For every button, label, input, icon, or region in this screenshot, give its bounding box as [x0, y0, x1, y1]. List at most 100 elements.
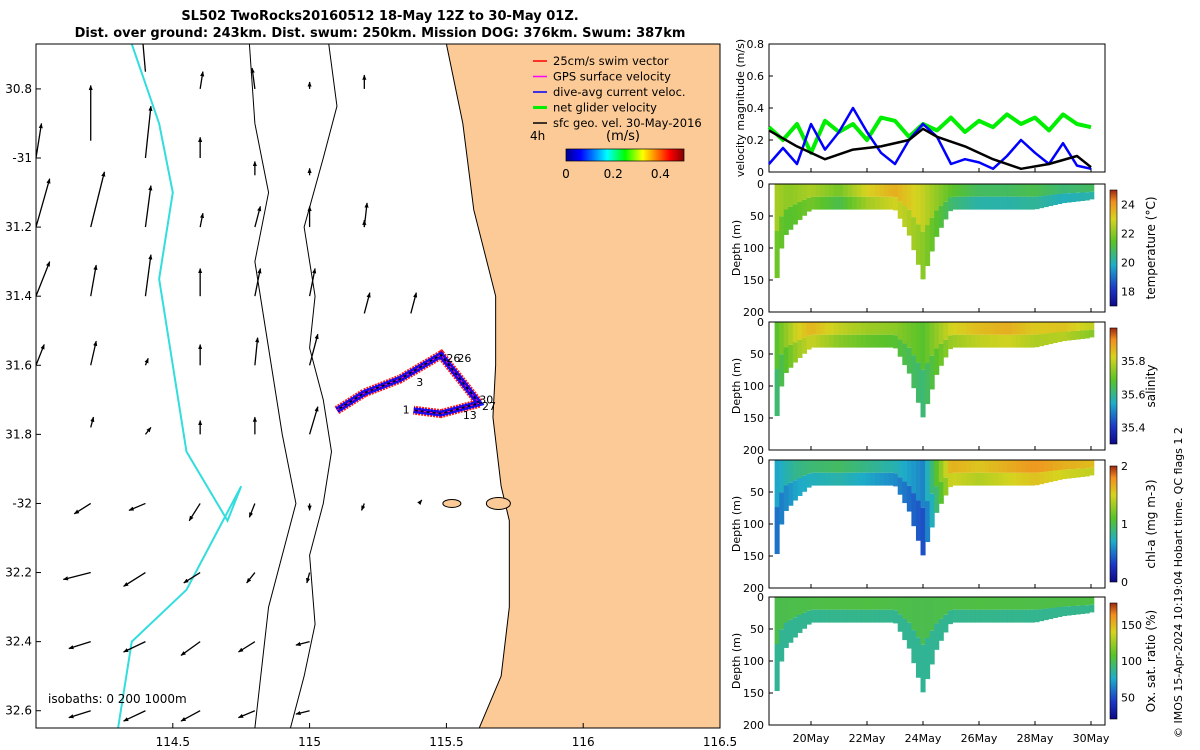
waypoint-label-4: 30 [479, 393, 493, 406]
chla-cell-bottom-40 [957, 472, 963, 486]
legend-label-1: GPS surface velocity [553, 70, 671, 84]
temperature-cell-bottom-60 [1048, 195, 1054, 207]
temperature-cell-top-59 [1043, 184, 1049, 196]
geo-vector-23 [254, 268, 262, 297]
temperature-cell-bottom-13 [833, 196, 839, 210]
chla-cell-top-45 [979, 460, 985, 473]
chla-clabel: chl-a (mg m-3) [1144, 479, 1158, 568]
temperature-cell-top-19 [861, 184, 867, 197]
oxygen-cell-bottom-20 [865, 609, 871, 623]
temperature-cell-bottom-9 [815, 196, 821, 210]
chla-cell-bottom-26 [893, 473, 899, 487]
temperature-cell-bottom-48 [993, 196, 999, 210]
temperature-cell-top-38 [947, 184, 953, 198]
temperature-cell-bottom-7 [806, 197, 812, 212]
salinity-cell-top-12 [829, 322, 835, 335]
temperature-cell-bottom-32 [920, 231, 926, 280]
geo-vector-1 [199, 71, 205, 90]
chla-cell-top-25 [888, 460, 894, 473]
oxygen-cell-bottom-43 [970, 609, 976, 623]
oxygen-cell-bottom-42 [966, 609, 972, 623]
map-xtick-label-1: 115 [298, 735, 321, 749]
map-ytick-label-8: 32.4 [5, 635, 32, 649]
temperature-cell-bottom-24 [884, 196, 890, 210]
geo-vector-2 [250, 67, 256, 89]
salinity-cell-bottom-42 [966, 334, 972, 348]
time-tick-label-5: 30May [1073, 732, 1110, 745]
oxygen-cell-top-35 [934, 597, 940, 624]
temperature-cell-bottom-45 [979, 196, 985, 210]
temperature-cell-top-67 [1080, 184, 1086, 193]
temperature-cell-top-69 [1089, 184, 1095, 192]
salinity-cell-top-59 [1043, 322, 1049, 334]
salinity-cell-bottom-63 [1061, 331, 1067, 342]
salinity-cell-top-38 [947, 322, 953, 336]
oxygen-cell-bottom-34 [929, 630, 935, 665]
oxygen-cell-bottom-3 [788, 619, 794, 643]
salinity-cell-top-43 [970, 322, 976, 335]
temperature-ctick-2: 22 [1121, 228, 1135, 241]
oxygen-cell-top-10 [820, 597, 826, 610]
oxygen-ytick-label-2: 100 [743, 655, 764, 668]
oxygen-cell-bottom-53 [1016, 609, 1022, 623]
temperature-ytick-label-1: 50 [750, 210, 764, 223]
temperature-cell-top-68 [1084, 184, 1090, 193]
salinity-cell-top-9 [815, 322, 821, 335]
chla-cell-top-23 [879, 460, 885, 473]
geo-vector-19 [36, 261, 51, 297]
temperature-cell-top-55 [1025, 184, 1031, 197]
oxygen-cell-bottom-0 [774, 644, 780, 692]
chla-cell-top-36 [938, 460, 944, 482]
temperature-cell-bottom-15 [843, 196, 849, 210]
chla-cell-bottom-66 [1075, 468, 1081, 478]
geo-vector-55 [180, 641, 201, 656]
salinity-cell-top-61 [1052, 322, 1058, 333]
salinity-cell-bottom-65 [1071, 331, 1077, 341]
salinity-cell-bottom-49 [998, 334, 1004, 348]
temperature-cell-bottom-1 [779, 216, 785, 249]
salinity-cell-bottom-58 [1039, 334, 1045, 347]
oxygen-cell-top-36 [938, 597, 944, 619]
temperature-ctick-3: 24 [1121, 199, 1135, 212]
temperature-colorbar [1109, 189, 1118, 307]
temperature-cell-top-17 [852, 184, 858, 197]
oxygen-cell-bottom-57 [1034, 609, 1040, 623]
temperature-cell-top-1 [779, 184, 785, 217]
chla-cell-top-18 [856, 460, 862, 473]
temperature-cell-top-26 [893, 184, 899, 198]
salinity-cell-bottom-47 [988, 334, 994, 348]
oxygen-cell-bottom-22 [874, 609, 880, 623]
chla-cell-bottom-42 [966, 472, 972, 486]
salinity-cell-top-4 [792, 322, 798, 343]
oxygen-cell-bottom-36 [938, 618, 944, 641]
section-temperature: 0 50 100 150 200 Depth (m) 18 20 22 24 temperature… [730, 178, 1158, 319]
temperature-cell-bottom-42 [966, 196, 972, 210]
chla-cell-top-67 [1080, 460, 1086, 469]
temperature-cell-top-32 [920, 184, 926, 232]
salinity-cell-bottom-52 [1011, 334, 1017, 348]
salinity-cell-top-15 [843, 322, 849, 335]
chla-cell-bottom-55 [1025, 472, 1031, 486]
plot-title: SL502 TwoRocks20160512 18-May 12Z to 30-… [181, 9, 579, 24]
oxygen-cell-top-16 [847, 597, 853, 610]
waypoint-label-5: 27 [482, 400, 496, 413]
temperature-cell-bottom-35 [934, 210, 940, 237]
salinity-cell-bottom-41 [961, 334, 967, 348]
oxygen-cell-bottom-29 [906, 622, 912, 649]
oxygen-cell-top-14 [838, 597, 844, 610]
temperature-cell-bottom-28 [902, 205, 908, 228]
temperature-cell-top-54 [1020, 184, 1026, 197]
geo-vector-14 [144, 185, 153, 228]
salinity-cell-bottom-50 [1002, 334, 1008, 348]
oxygen-cell-top-17 [852, 597, 858, 610]
temperature-cell-top-64 [1066, 184, 1072, 194]
oxygen-cell-top-13 [833, 597, 839, 610]
salinity-cell-top-20 [865, 322, 871, 335]
chla-cell-bottom-24 [884, 472, 890, 486]
geo-vector-0 [142, 44, 147, 72]
plot-subtitle: Dist. over ground: 243km. Dist. swum: 25… [74, 26, 686, 41]
oxygen-cell-bottom-46 [984, 609, 990, 623]
salinity-cell-bottom-48 [993, 334, 999, 348]
